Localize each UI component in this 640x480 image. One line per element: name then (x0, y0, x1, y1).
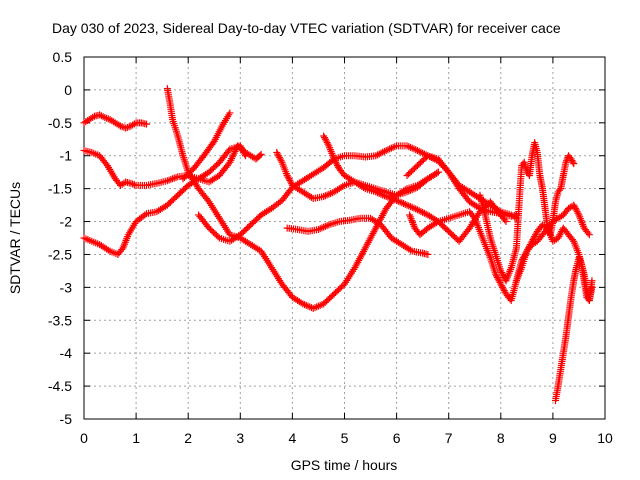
y-tick-label: 0.5 (53, 49, 73, 65)
y-tick-label: -5 (60, 411, 73, 427)
x-tick-label: 2 (184, 430, 192, 446)
series-track-10 (403, 152, 520, 220)
data-point-marker (562, 158, 570, 166)
x-tick-label: 3 (236, 430, 244, 446)
data-point-marker (577, 259, 585, 267)
y-tick-label: -0.5 (48, 115, 72, 131)
data-point-marker (568, 236, 576, 244)
data-point-marker (576, 257, 584, 265)
y-tick-label: -1 (60, 148, 73, 164)
data-point-marker (569, 158, 577, 166)
axis-ticks: 0 1 2 3 4 5 6 7 8 9 10 0.5 0 -0.5 -1 -1.5 -2 -2.5 -3 -3.5 -4… (48, 49, 613, 446)
data-point-marker (424, 250, 432, 258)
series-track-3 (80, 142, 250, 258)
x-axis-label: GPS time / hours (291, 457, 398, 473)
data-point-marker (256, 152, 264, 160)
grid (84, 57, 605, 419)
data-point-marker (585, 231, 593, 239)
x-tick-label: 5 (341, 430, 349, 446)
data-point-marker (588, 277, 596, 285)
y-tick-label: -2.5 (48, 246, 72, 262)
series-track-14 (552, 254, 596, 405)
series-track-8 (283, 214, 432, 258)
chart-title: Day 030 of 2023, Sidereal Day-to-day VTE… (52, 20, 561, 36)
data-point-marker (584, 229, 592, 237)
data-point-marker (575, 254, 583, 262)
data-point-marker (209, 139, 217, 147)
y-tick-label: -2 (60, 214, 73, 230)
data-point-marker (555, 186, 563, 194)
series-track-9 (320, 132, 510, 245)
data-point-marker (143, 120, 151, 128)
data-point-marker (469, 213, 477, 221)
series-track-2 (80, 142, 265, 189)
data-point-marker (434, 168, 442, 176)
y-axis-label: SDTVAR / TECUs (7, 182, 23, 294)
data-point-marker (324, 140, 332, 148)
y-tick-label: -1.5 (48, 181, 72, 197)
data-point-marker (277, 157, 285, 165)
data-point-marker (129, 180, 137, 188)
y-tick-label: -3.5 (48, 312, 72, 328)
series-track-1 (80, 111, 151, 132)
x-tick-label: 1 (132, 430, 140, 446)
data-point-marker (102, 160, 110, 168)
series-track-13 (512, 221, 596, 305)
data-point-marker (242, 152, 250, 160)
x-tick-label: 0 (80, 430, 88, 446)
data-point-marker (226, 109, 234, 117)
y-tick-label: -4.5 (48, 378, 72, 394)
x-tick-label: 9 (549, 430, 557, 446)
x-tick-label: 6 (393, 430, 401, 446)
data-point-marker (502, 218, 510, 226)
series-track-11 (406, 201, 593, 305)
x-tick-label: 4 (289, 430, 297, 446)
x-tick-label: 8 (497, 430, 505, 446)
data-point-marker (257, 150, 265, 158)
data-point-marker (118, 246, 126, 254)
y-tick-label: -4 (60, 345, 73, 361)
data-series (80, 85, 596, 405)
data-point-marker (214, 233, 222, 241)
data-point-marker (570, 160, 578, 168)
y-tick-label: 0 (64, 82, 72, 98)
series-track-4 (163, 85, 442, 312)
data-point-marker (576, 255, 584, 263)
data-point-marker (130, 181, 138, 189)
x-tick-label: 10 (597, 430, 613, 446)
series-track-5 (179, 109, 234, 183)
data-point-marker (241, 150, 249, 158)
x-tick-label: 7 (445, 430, 453, 446)
data-point-marker (574, 209, 582, 217)
y-tick-label: -3 (60, 279, 73, 295)
series-track-12 (476, 139, 578, 285)
